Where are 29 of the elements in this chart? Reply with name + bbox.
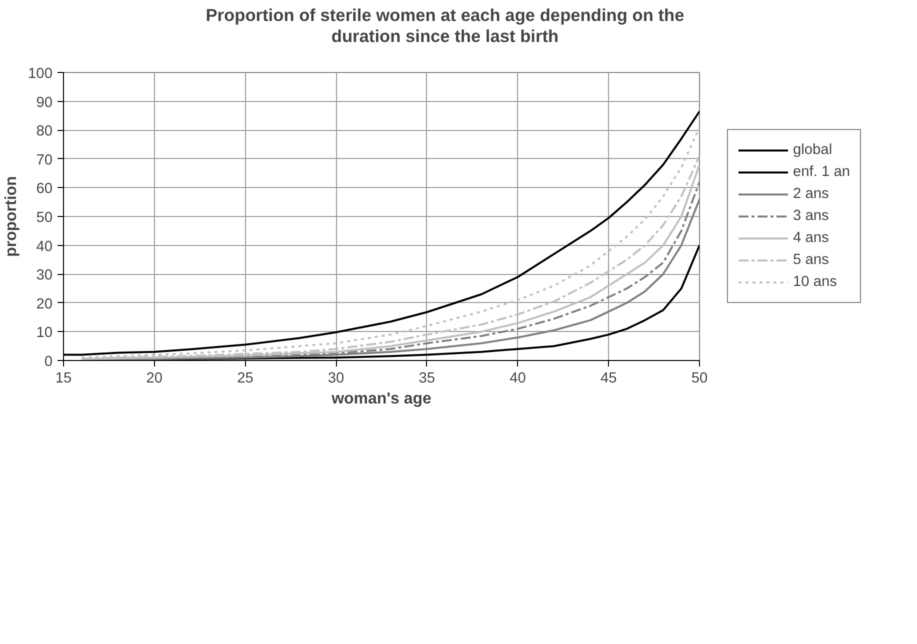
legend-label: global bbox=[792, 142, 832, 158]
x-tick-label: 30 bbox=[328, 370, 344, 387]
legend-label: 3 ans bbox=[792, 208, 829, 224]
x-tick-label: 45 bbox=[600, 370, 617, 387]
y-tick-label: 70 bbox=[36, 152, 53, 169]
legend-label: enf. 1 an bbox=[792, 164, 850, 180]
x-tick-label: 35 bbox=[418, 370, 436, 387]
y-tick-label: 50 bbox=[36, 210, 53, 226]
y-tick-label: 100 bbox=[28, 66, 53, 82]
y-tick-label: 60 bbox=[36, 181, 53, 198]
y-tick-label: 10 bbox=[36, 325, 53, 342]
y-tick-label: 20 bbox=[36, 296, 53, 313]
x-tick-label: 25 bbox=[237, 370, 254, 387]
y-axis-title: proportion bbox=[3, 176, 20, 258]
x-axis-title: woman's age bbox=[330, 390, 432, 408]
y-tick-label: 30 bbox=[36, 268, 53, 284]
y-tick-label: 0 bbox=[44, 354, 53, 370]
legend-label: 4 ans bbox=[792, 230, 829, 246]
legend-label: 2 ans bbox=[792, 186, 829, 202]
legend-label: 10 ans bbox=[792, 274, 837, 290]
legend-label: 5 ans bbox=[792, 252, 829, 268]
chart-title: Proportion of sterile women at each age depending on the duration since the last birth bbox=[204, 5, 686, 47]
y-tick-label: 90 bbox=[36, 94, 53, 111]
x-tick-label: 20 bbox=[146, 370, 163, 387]
x-tick-label: 50 bbox=[691, 370, 708, 387]
y-tick-label: 80 bbox=[36, 124, 53, 140]
y-tick-label: 40 bbox=[36, 238, 53, 255]
x-tick-label: 15 bbox=[55, 370, 72, 387]
x-tick-label: 40 bbox=[510, 370, 526, 387]
